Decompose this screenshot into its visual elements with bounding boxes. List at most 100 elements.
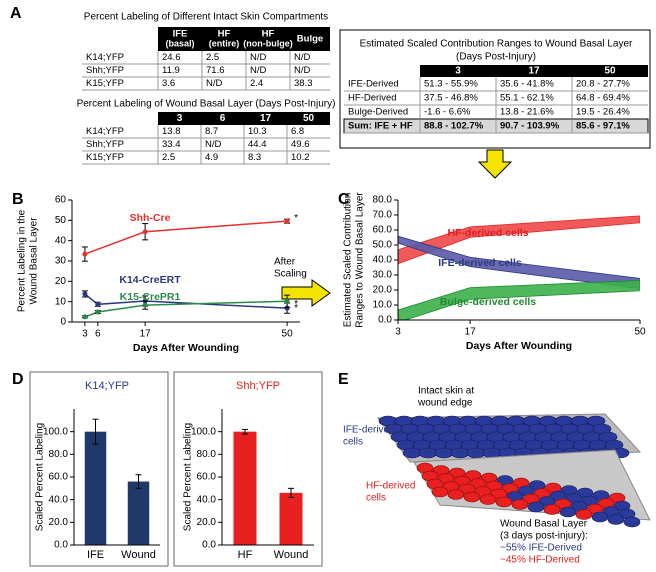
table-cell: Shh;YFP [86, 65, 124, 76]
cell [447, 489, 465, 500]
range-band [398, 279, 640, 320]
diagram-label: Intact skin at [418, 386, 474, 397]
arrow [477, 149, 513, 179]
y-tick-label: 0 [60, 317, 66, 328]
cell [495, 496, 513, 508]
point [95, 301, 101, 307]
y-axis-label: Scaled Percent Labeling [183, 423, 194, 531]
y-tick-label: 60.0 [197, 472, 217, 483]
panel-label: E [338, 371, 349, 388]
y-tick-label: 40 [55, 235, 67, 246]
table-header-cell: 17 [260, 113, 272, 124]
table-cell: 19.5 - 26.4% [576, 107, 630, 118]
table-header-cell: Bulge [297, 34, 323, 45]
y-tick-label: 80.0 [197, 449, 217, 460]
x-tick-label: IFE [87, 549, 104, 561]
table-cell: 49.6 [291, 139, 310, 150]
y-axis-label: Ranges to Wound Basal Layer [355, 192, 366, 328]
table-cell: 3.6 [162, 78, 175, 89]
series-line [84, 293, 288, 309]
y-tick-label: 100.0 [43, 426, 68, 437]
y-tick-label: 0.0 [202, 540, 216, 551]
y-tick-label: 30 [55, 256, 67, 267]
y-tick-label: 0.0 [54, 540, 68, 551]
y-tick-label: 80.0 [49, 449, 69, 460]
series-label: K15-CrePR1 [120, 291, 181, 303]
table-cell: 10.2 [291, 152, 310, 163]
diagram-label: HF-derived [366, 481, 415, 492]
table-cell: -1.6 - 6.6% [424, 107, 471, 118]
y-tick-label: 20 [55, 276, 67, 287]
y-tick-label: 40.0 [49, 494, 69, 505]
table-cell: 10.3 [248, 126, 267, 137]
cell [527, 501, 545, 513]
table-header-cell: 17 [528, 66, 540, 77]
table-title: Estimated Scaled Contribution Ranges to … [360, 39, 633, 50]
y-tick-label: 70.0 [373, 210, 393, 221]
chart-title: Shh;YFP [236, 380, 280, 392]
y-tick-label: 40.0 [373, 255, 393, 266]
table-cell: 71.6 [206, 65, 225, 76]
table-header [158, 27, 330, 51]
table-cell: 64.8 - 69.4% [576, 93, 630, 104]
y-tick-label: 10 [55, 296, 67, 307]
table-cell: 35.6 - 41.8% [500, 79, 554, 90]
y-axis-label: Wound Basal Layer [29, 217, 40, 305]
table-cell: Bulge-Derived [348, 107, 408, 118]
y-tick-label: 20.0 [49, 517, 69, 528]
x-tick-label: HF [238, 549, 253, 561]
table-cell: 11.9 [162, 65, 180, 76]
series-line [84, 220, 288, 255]
point [82, 314, 88, 320]
table-title: Percent Labeling of Wound Basal Layer (D… [77, 99, 336, 110]
point [142, 302, 148, 308]
cell [418, 447, 438, 459]
table-cell: IFE-Derived [348, 79, 399, 90]
table-cell: 13.8 - 21.6% [500, 107, 554, 118]
bar [127, 481, 150, 545]
bar [233, 431, 257, 545]
table-cell: K14;YFP [86, 52, 124, 63]
diagram-label: cells [366, 493, 386, 504]
table-cell: K14;YFP [86, 126, 124, 137]
table-cell: N/D [294, 52, 311, 63]
panel-label: A [10, 5, 22, 22]
transition-label: After [274, 257, 296, 268]
point [284, 218, 290, 224]
panel-label: D [12, 371, 24, 388]
y-tick-label: 60.0 [373, 225, 393, 236]
range-band [398, 235, 640, 290]
table-cell: 38.3 [294, 78, 313, 89]
x-tick-label: 50 [634, 327, 646, 338]
cell [559, 506, 577, 518]
table-cell: 8.3 [248, 152, 261, 163]
x-axis-label: Days After Wounding [466, 340, 572, 352]
cell [402, 447, 422, 459]
table-header-cell: 3 [455, 66, 461, 77]
x-tick-label: Wound [121, 549, 156, 561]
table-header [158, 112, 330, 125]
table-cell: HF-Derived [348, 93, 397, 104]
diagram-label: cells [343, 437, 363, 448]
table-cell: 88.8 - 102.7% [424, 121, 484, 132]
cell [511, 499, 529, 510]
table-cell: K15;YFP [86, 78, 124, 89]
y-tick-label: 20.0 [373, 285, 393, 296]
x-tick-label: 17 [465, 327, 477, 338]
range-band [398, 215, 640, 265]
chart-frame [173, 371, 323, 567]
point [142, 229, 148, 235]
y-axis-label: Estimated Scaled Contribution [343, 193, 354, 328]
table-cell: 33.4 [162, 139, 181, 150]
cell [607, 514, 625, 525]
cell [623, 516, 641, 528]
table-cell: 51.3 - 55.9% [424, 79, 478, 90]
cell [543, 504, 561, 515]
x-tick-label: 50 [282, 329, 294, 340]
chart-frame [29, 371, 169, 567]
diagram-label: Wound Basal Layer [500, 519, 588, 530]
table-cell: 4.9 [205, 152, 218, 163]
bar [279, 492, 303, 545]
diagram-label: ~45% HF-Derived [500, 555, 580, 566]
